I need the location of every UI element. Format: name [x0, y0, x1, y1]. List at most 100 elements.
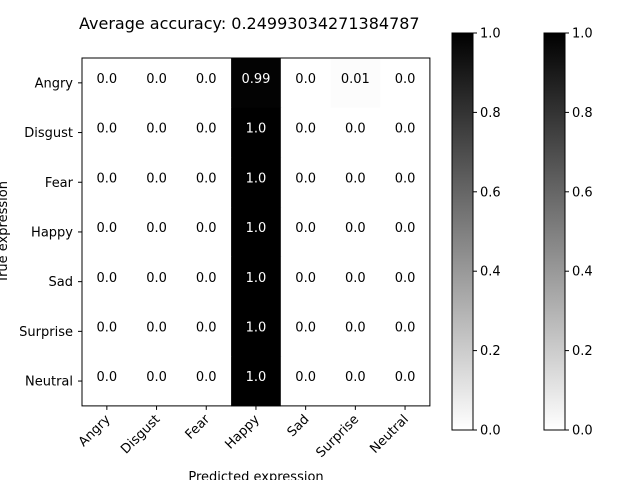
cell-value-label: 0.0	[345, 271, 366, 286]
cell-value-label: 0.0	[97, 122, 118, 137]
heatmap-cell	[231, 107, 282, 158]
cell-value-label: 0.0	[395, 321, 416, 336]
colorbar-tick-label: 0.0	[480, 424, 501, 439]
colorbar-tick-label: 0.2	[572, 344, 593, 359]
heatmap-cell	[131, 107, 182, 158]
colorbar-tick-label: 0.8	[572, 106, 593, 121]
cell-value-label: 1.0	[246, 370, 267, 385]
cell-value-label: 0.0	[146, 171, 167, 186]
heatmap-cell	[181, 157, 232, 208]
heatmap-cell	[231, 356, 282, 407]
heatmap-cell	[280, 107, 331, 158]
heatmap-cell	[82, 306, 133, 357]
heatmap-cell	[131, 157, 182, 208]
x-tick-label: Sad	[285, 412, 313, 440]
colorbar-tick-label: 1.0	[480, 27, 501, 42]
cell-value-label: 0.0	[295, 271, 316, 286]
heatmap-cell	[131, 356, 182, 407]
heatmap-cell	[330, 256, 381, 307]
cell-value-label: 0.0	[295, 221, 316, 236]
cell-value-label: 0.0	[97, 72, 118, 87]
cell-value-label: 0.0	[395, 171, 416, 186]
cell-value-label: 0.0	[97, 370, 118, 385]
colorbar: 0.0 0.2 0.4 0.6 0.8 1.0	[543, 27, 593, 439]
heatmap-cell	[231, 207, 282, 258]
y-axis-label: True expression	[0, 181, 11, 284]
cell-value-label: 1.0	[246, 122, 267, 137]
heatmap-cell	[82, 207, 133, 258]
heatmap-cell	[280, 157, 331, 208]
y-tick-label: Happy	[31, 225, 73, 240]
cell-value-label: 0.0	[295, 171, 316, 186]
y-tick-label: Disgust	[24, 126, 73, 141]
cell-value-label: 0.0	[97, 321, 118, 336]
y-tick-label: Sad	[49, 275, 73, 290]
heatmap-cell	[380, 306, 431, 357]
heatmap-cell	[82, 157, 133, 208]
heatmap-cell	[280, 306, 331, 357]
heatmap-cell	[82, 58, 133, 109]
x-tick-label: Disgust	[118, 412, 163, 457]
cell-value-label: 0.0	[295, 321, 316, 336]
y-tick-label: Neutral	[25, 375, 73, 390]
colorbar-gradient	[543, 32, 566, 431]
x-tick-label: Neutral	[367, 412, 412, 457]
cell-value-label: 0.0	[196, 271, 217, 286]
y-tick-label: Fear	[45, 176, 74, 191]
cell-value-label: 0.0	[395, 122, 416, 137]
cell-value-label: 0.0	[146, 221, 167, 236]
heatmap-cell	[280, 256, 331, 307]
heatmap-cell	[330, 157, 381, 208]
heatmap-cell	[131, 58, 182, 109]
cell-value-label: 0.0	[97, 221, 118, 236]
cell-value-label: 0.0	[295, 122, 316, 137]
x-tick-label: Fear	[183, 412, 214, 443]
heatmap-cell	[330, 306, 381, 357]
heatmap-cell	[231, 58, 282, 109]
cell-value-label: 1.0	[246, 321, 267, 336]
colorbar-tick-label: 0.6	[572, 185, 593, 200]
heatmap-cell	[181, 256, 232, 307]
heatmap-cell	[280, 207, 331, 258]
colorbar: 0.0 0.2 0.4 0.6 0.8 1.0	[451, 27, 501, 439]
cell-value-label: 0.01	[341, 72, 370, 87]
y-tick-label: Angry	[35, 76, 74, 91]
heatmap-cell	[380, 356, 431, 407]
colorbar-tick-label: 0.4	[572, 265, 593, 280]
cell-value-label: 0.0	[146, 72, 167, 87]
heatmap-cell	[82, 107, 133, 158]
cell-value-label: 0.0	[295, 72, 316, 87]
heatmap-cell	[280, 356, 331, 407]
heatmap-cell	[380, 157, 431, 208]
heatmap-cell	[330, 58, 381, 109]
colorbar-tick-label: 0.0	[572, 424, 593, 439]
heatmap-cell	[181, 356, 232, 407]
heatmap-cell	[131, 256, 182, 307]
cell-value-label: 0.0	[295, 370, 316, 385]
heatmap-cell	[82, 256, 133, 307]
colorbar-tick-label: 0.6	[480, 185, 501, 200]
x-tick-label: Surprise	[314, 412, 363, 461]
cell-value-label: 0.0	[196, 221, 217, 236]
cell-value-label: 0.0	[97, 271, 118, 286]
cell-value-label: 0.0	[97, 171, 118, 186]
heatmap-cell	[181, 58, 232, 109]
colorbar-gradient	[451, 32, 474, 431]
cell-value-label: 0.0	[146, 321, 167, 336]
cell-value-label: 1.0	[246, 171, 267, 186]
cell-value-label: 0.0	[196, 171, 217, 186]
y-tick-label: Surprise	[19, 325, 73, 340]
heatmap-cell	[380, 107, 431, 158]
x-tick-label: Angry	[76, 412, 114, 450]
heatmap-cell	[330, 107, 381, 158]
cell-value-label: 0.0	[146, 271, 167, 286]
heatmap-cell	[181, 306, 232, 357]
heatmap-cell	[131, 207, 182, 258]
heatmap-cell	[280, 58, 331, 109]
heatmap-cell	[181, 107, 232, 158]
heatmap-plot: 0.0 0.0 0.0 0.99 0.0 0.01 0.0 0.0 0.0 0.0 1.0 0.0 0.…	[19, 57, 431, 461]
cell-value-label: 0.0	[345, 171, 366, 186]
cell-value-label: 0.0	[146, 370, 167, 385]
cell-value-label: 1.0	[246, 221, 267, 236]
heatmap-cell	[380, 256, 431, 307]
